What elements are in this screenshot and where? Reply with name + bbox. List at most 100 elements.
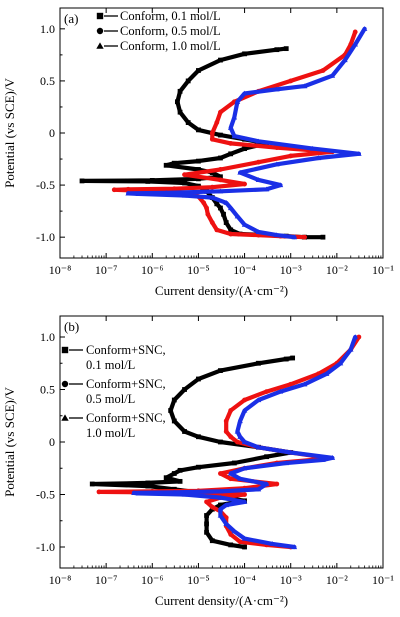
series-1-point	[204, 499, 209, 505]
series-2-point	[241, 535, 248, 541]
series-0-point	[290, 355, 296, 361]
series-2-point	[291, 544, 298, 550]
legend-marker	[96, 42, 104, 49]
series-1-point	[223, 418, 229, 424]
panel-label: (b)	[64, 319, 79, 334]
series-0-point	[204, 529, 209, 535]
series-0-point	[177, 109, 183, 115]
series-0-point	[145, 483, 151, 489]
series-1-point	[218, 177, 223, 183]
series-2-point	[309, 145, 316, 151]
series-1-point	[264, 389, 269, 394]
series-2-point	[217, 494, 224, 500]
series-group	[89, 334, 362, 550]
series-2-point	[277, 388, 284, 394]
x-tick-label: 10⁻⁸	[49, 263, 72, 277]
series-0-point	[171, 397, 177, 403]
series-2-point	[356, 151, 362, 156]
chart-panel-1: 10⁻⁸ 10⁻⁷ 10⁻⁶ 10⁻⁵ 10⁻⁴ 10⁻³ 10⁻² 10⁻¹ -1.0 -0.5…	[2, 315, 394, 608]
series-0-point	[163, 162, 169, 168]
series-2-point	[234, 98, 241, 104]
series-1-point	[242, 397, 247, 403]
series-2-point	[217, 488, 224, 494]
series-2-point	[223, 502, 229, 508]
series-0-point	[182, 387, 187, 392]
chart-panel-0: 10⁻⁸ 10⁻⁷ 10⁻⁶ 10⁻⁵ 10⁻⁴ 10⁻³ 10⁻² 10⁻¹ -1.0 -0.5…	[2, 7, 394, 298]
series-2-point	[237, 418, 243, 424]
series-1-point	[274, 481, 280, 487]
series-0-point	[283, 46, 289, 52]
x-tick-label: 10⁻³	[280, 263, 302, 277]
x-tick-label: 10⁻²	[326, 573, 348, 587]
series-2-point	[263, 186, 270, 192]
series-2-point	[234, 428, 241, 434]
series-0-point	[177, 467, 183, 473]
x-tick-label: 10⁻⁴	[233, 263, 256, 277]
series-line-2	[126, 26, 367, 240]
series-line-0	[79, 46, 326, 240]
x-tick-label: 10⁻⁷	[95, 263, 118, 277]
legend-marker	[61, 346, 69, 354]
series-2-point	[352, 41, 358, 47]
legend-entry-label: Conform, 0.1 mol/L	[120, 9, 221, 23]
series-1-point	[218, 109, 223, 115]
x-tick-label: 10⁻⁴	[233, 573, 256, 587]
series-1-point	[125, 186, 131, 192]
series-2-point	[227, 205, 234, 211]
series-1-point	[288, 78, 294, 84]
series-0-point	[218, 57, 223, 63]
series-0-point	[218, 205, 223, 211]
series-0-point	[214, 201, 220, 207]
series-0-point	[221, 211, 226, 217]
series-0-point	[145, 179, 151, 184]
series-1-point	[223, 429, 229, 434]
x-tick-label: 10⁻⁶	[141, 573, 164, 587]
x-tick-label: 10⁻⁶	[141, 263, 164, 277]
panel-label: (a)	[64, 11, 78, 26]
series-0-point	[204, 521, 209, 527]
x-tick-label: 10⁻⁵	[187, 263, 210, 277]
series-0-point	[242, 544, 247, 550]
y-tick-label: 1.0	[40, 22, 55, 36]
series-2-point	[301, 381, 308, 387]
series-2-point	[269, 541, 276, 546]
series-0-point	[174, 99, 180, 105]
series-2-point	[347, 346, 354, 352]
series-2-point	[223, 521, 229, 526]
series-0-point	[274, 47, 280, 53]
series-2-point	[217, 188, 224, 194]
series-1-point	[209, 184, 215, 190]
series-2-point	[171, 489, 178, 495]
series-0-point	[182, 180, 187, 186]
series-2-point	[255, 138, 262, 144]
series-2-point	[231, 528, 238, 534]
y-tick-label: -1.0	[36, 540, 55, 554]
series-1-point	[288, 153, 294, 159]
series-1-point	[204, 205, 209, 211]
series-1-point	[274, 145, 280, 150]
series-2-point	[241, 465, 248, 471]
series-2-point	[274, 86, 280, 92]
series-2-point	[320, 457, 326, 462]
y-tick-label: 0	[49, 126, 55, 140]
series-0-point	[79, 178, 85, 184]
series-2-point	[291, 234, 298, 240]
x-tick-label: 10⁻⁷	[95, 573, 118, 587]
series-2-point	[255, 177, 262, 182]
series-0-point	[218, 439, 223, 445]
y-tick-label: -1.0	[36, 230, 55, 244]
series-1-point	[111, 187, 117, 193]
y-axis-label: Potential (vs SCE)/V	[2, 78, 17, 188]
series-1-point	[320, 68, 326, 73]
series-0-point	[89, 481, 95, 487]
series-2-point	[277, 182, 284, 188]
series-1-point	[302, 234, 308, 240]
series-2-point	[241, 90, 248, 96]
series-1-point	[288, 381, 294, 387]
series-0-point	[196, 68, 201, 73]
series-2-point	[329, 72, 336, 78]
series-1-point	[214, 120, 220, 125]
series-0-point	[218, 368, 223, 373]
series-1-point	[228, 434, 234, 440]
